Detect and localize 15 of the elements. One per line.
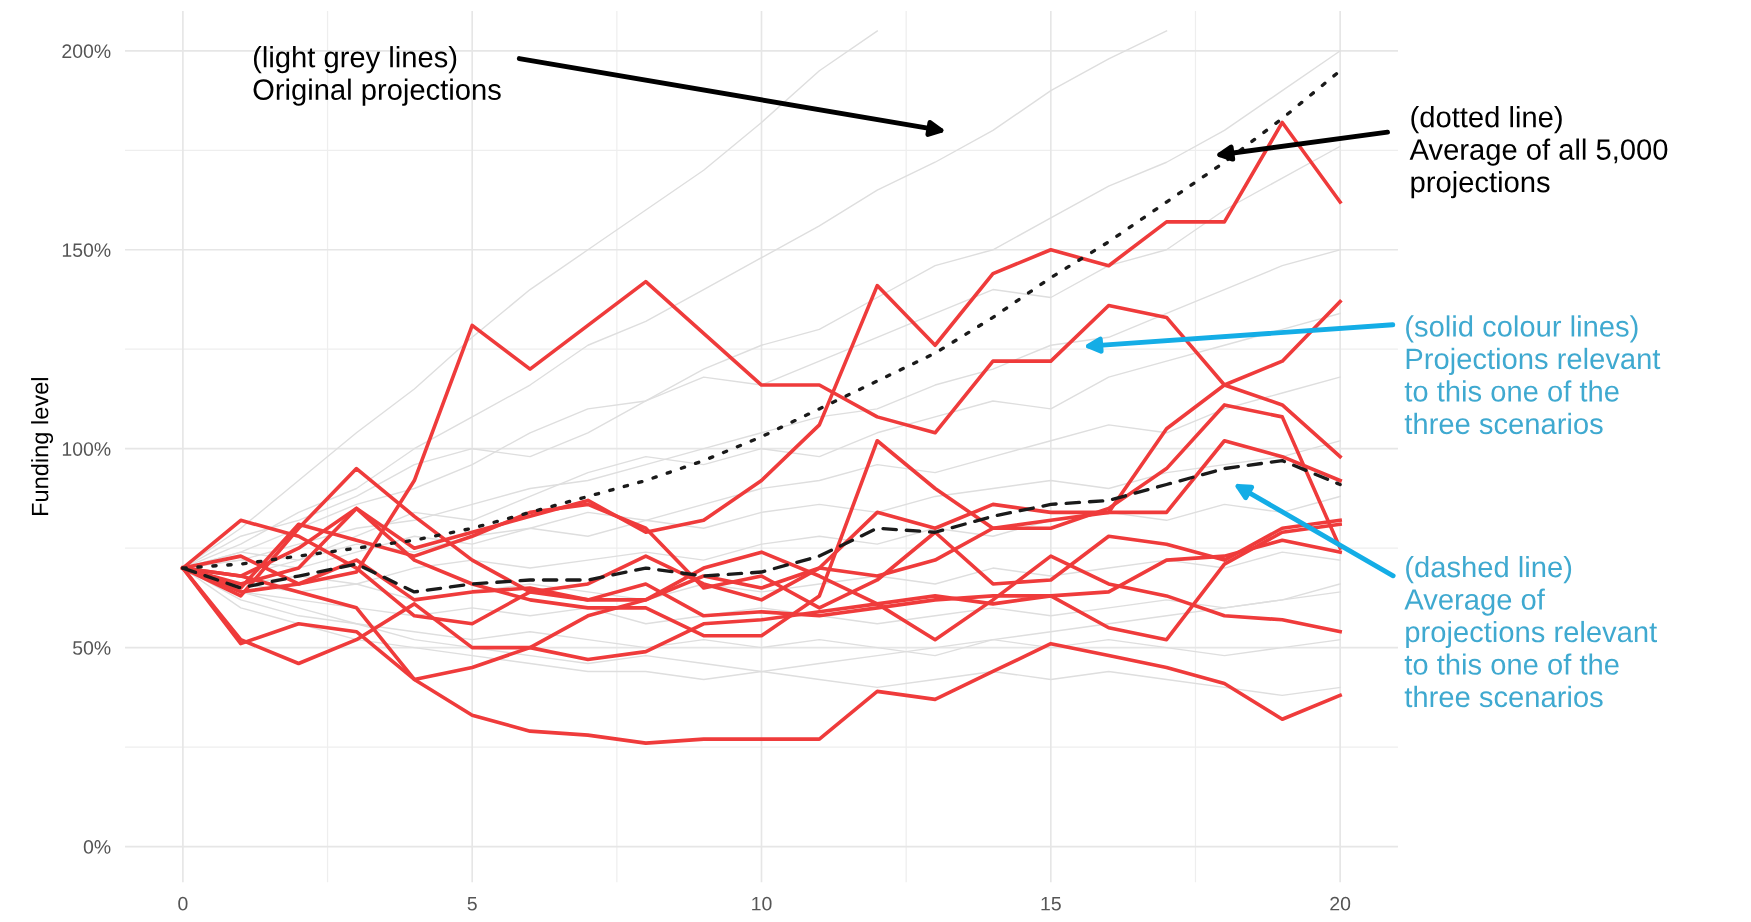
x-tick-label: 20: [1330, 896, 1351, 911]
x-tick-label: 10: [752, 896, 772, 911]
text: (solid colour lines) Projections relevant to this one of the three scenarios: [1404, 315, 1661, 435]
y-axis-title: Funding level: [31, 378, 54, 515]
x-tick-label: 0: [178, 896, 188, 911]
y-tick-label: 100%: [62, 442, 111, 456]
y-tick-label: 200%: [62, 44, 111, 59]
annotation: (light grey lines) Original projections: [253, 46, 501, 106]
x-tick-label: 15: [1041, 896, 1061, 911]
text: (dotted line) Average of all 5,000 projections: [1409, 106, 1668, 199]
y-tick-label: 50%: [72, 641, 111, 655]
y-tick-label: 0%: [83, 840, 111, 854]
text: (dashed line) Average of projections relevant to this one of the three scenarios: [1404, 555, 1657, 708]
x-tick-label: 5: [467, 896, 477, 911]
y-tick-label: 150%: [62, 243, 111, 258]
